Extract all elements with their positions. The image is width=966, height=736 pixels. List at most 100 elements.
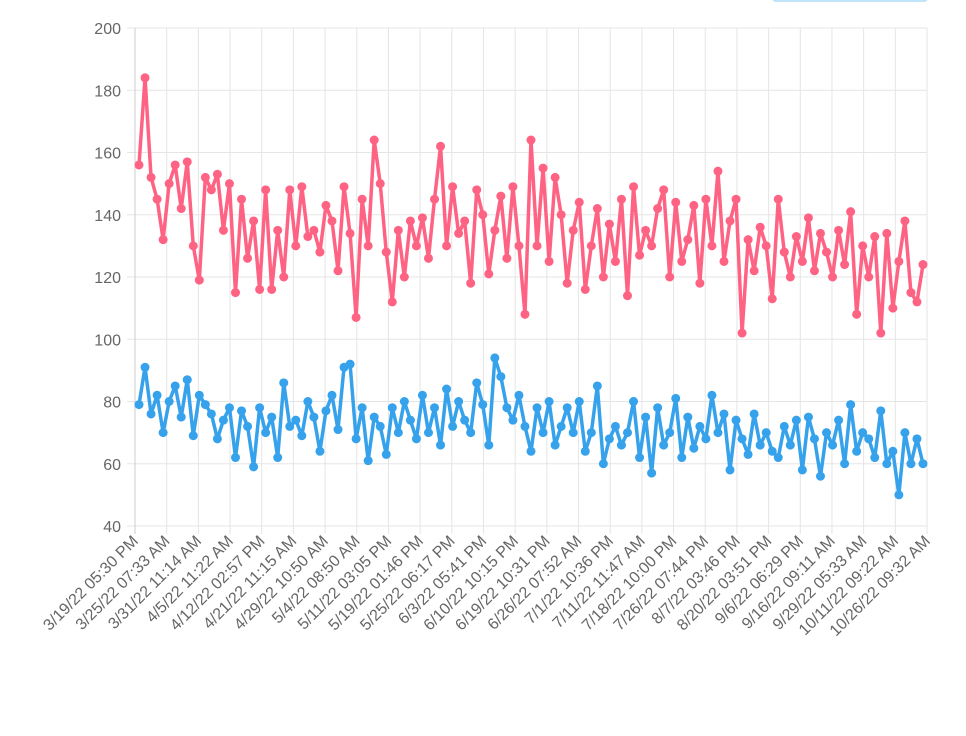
- systolic-point[interactable]: [255, 284, 265, 294]
- diastolic-point[interactable]: [200, 400, 210, 410]
- systolic-point[interactable]: [200, 172, 210, 182]
- systolic-point[interactable]: [315, 247, 325, 257]
- diastolic-point[interactable]: [357, 403, 367, 413]
- diastolic-point[interactable]: [791, 415, 801, 425]
- systolic-point[interactable]: [321, 200, 331, 210]
- diastolic-point[interactable]: [737, 434, 747, 444]
- diastolic-point[interactable]: [158, 428, 168, 438]
- diastolic-point[interactable]: [629, 397, 639, 406]
- diastolic-point[interactable]: [622, 428, 632, 438]
- diastolic-point[interactable]: [218, 415, 228, 425]
- systolic-point[interactable]: [261, 185, 271, 195]
- systolic-point[interactable]: [387, 297, 397, 307]
- systolic-point[interactable]: [574, 197, 584, 207]
- systolic-point[interactable]: [556, 210, 566, 220]
- systolic-point[interactable]: [858, 241, 868, 251]
- systolic-point[interactable]: [622, 291, 632, 301]
- diastolic-point[interactable]: [647, 468, 657, 478]
- diastolic-point[interactable]: [653, 403, 663, 413]
- systolic-point[interactable]: [707, 241, 717, 251]
- diastolic-point[interactable]: [894, 490, 904, 500]
- systolic-point[interactable]: [785, 272, 795, 282]
- diastolic-point[interactable]: [140, 362, 150, 372]
- systolic-point[interactable]: [629, 182, 639, 192]
- diastolic-point[interactable]: [671, 393, 681, 403]
- diastolic-point[interactable]: [773, 453, 783, 463]
- diastolic-point[interactable]: [472, 378, 482, 388]
- diastolic-point[interactable]: [243, 421, 253, 431]
- systolic-point[interactable]: [508, 182, 518, 192]
- diastolic-point[interactable]: [478, 400, 488, 410]
- systolic-point[interactable]: [134, 160, 144, 170]
- diastolic-point[interactable]: [285, 421, 295, 431]
- diastolic-point[interactable]: [683, 412, 693, 422]
- systolic-point[interactable]: [164, 179, 174, 189]
- systolic-point[interactable]: [442, 241, 452, 251]
- diastolic-point[interactable]: [490, 353, 500, 363]
- systolic-point[interactable]: [791, 232, 801, 242]
- systolic-point[interactable]: [399, 272, 409, 282]
- systolic-point[interactable]: [538, 163, 548, 173]
- diastolic-point[interactable]: [695, 421, 705, 431]
- systolic-point[interactable]: [243, 253, 253, 263]
- diastolic-point[interactable]: [237, 406, 247, 416]
- diastolic-point[interactable]: [399, 397, 409, 406]
- systolic-point[interactable]: [345, 228, 355, 238]
- systolic-point[interactable]: [749, 266, 759, 276]
- diastolic-point[interactable]: [743, 449, 753, 459]
- diastolic-point[interactable]: [755, 440, 765, 450]
- systolic-point[interactable]: [659, 185, 669, 195]
- systolic-point[interactable]: [598, 272, 608, 282]
- systolic-point[interactable]: [586, 241, 596, 251]
- systolic-point[interactable]: [176, 204, 186, 214]
- systolic-point[interactable]: [677, 256, 687, 266]
- systolic-point[interactable]: [417, 213, 427, 223]
- diastolic-point[interactable]: [496, 372, 506, 382]
- systolic-point[interactable]: [526, 135, 536, 145]
- systolic-point[interactable]: [520, 309, 530, 319]
- systolic-point[interactable]: [405, 216, 415, 226]
- diastolic-point[interactable]: [267, 412, 277, 422]
- systolic-point[interactable]: [224, 179, 234, 189]
- systolic-point[interactable]: [532, 241, 542, 251]
- diastolic-point[interactable]: [315, 446, 325, 456]
- diastolic-point[interactable]: [870, 453, 880, 463]
- systolic-point[interactable]: [472, 185, 482, 195]
- systolic-point[interactable]: [249, 216, 259, 226]
- diastolic-point[interactable]: [912, 434, 922, 444]
- diastolic-point[interactable]: [520, 421, 530, 431]
- systolic-point[interactable]: [454, 228, 464, 238]
- systolic-point[interactable]: [683, 235, 693, 245]
- systolic-point[interactable]: [695, 278, 705, 288]
- diastolic-point[interactable]: [333, 425, 343, 435]
- systolic-point[interactable]: [671, 197, 681, 207]
- systolic-point[interactable]: [194, 275, 204, 285]
- diastolic-point[interactable]: [918, 459, 928, 469]
- systolic-point[interactable]: [743, 235, 753, 245]
- systolic-point[interactable]: [834, 225, 844, 235]
- systolic-point[interactable]: [906, 288, 916, 298]
- systolic-point[interactable]: [641, 225, 651, 235]
- systolic-point[interactable]: [882, 228, 892, 238]
- legend-toggle-button[interactable]: [772, 0, 928, 2]
- systolic-point[interactable]: [484, 269, 494, 279]
- diastolic-point[interactable]: [212, 434, 222, 444]
- diastolic-point[interactable]: [170, 381, 180, 391]
- diastolic-point[interactable]: [665, 428, 675, 438]
- systolic-point[interactable]: [363, 241, 373, 251]
- diastolic-point[interactable]: [224, 403, 234, 413]
- diastolic-point[interactable]: [858, 428, 868, 438]
- diastolic-point[interactable]: [255, 403, 265, 413]
- systolic-point[interactable]: [369, 135, 379, 145]
- systolic-point[interactable]: [731, 194, 741, 204]
- diastolic-point[interactable]: [641, 412, 651, 422]
- diastolic-point[interactable]: [442, 384, 452, 394]
- diastolic-point[interactable]: [852, 446, 862, 456]
- diastolic-point[interactable]: [448, 421, 458, 431]
- diastolic-point[interactable]: [840, 459, 850, 469]
- diastolic-point[interactable]: [194, 390, 204, 400]
- diastolic-point[interactable]: [803, 412, 813, 422]
- systolic-point[interactable]: [852, 309, 862, 319]
- systolic-point[interactable]: [580, 284, 590, 294]
- systolic-point[interactable]: [665, 272, 675, 282]
